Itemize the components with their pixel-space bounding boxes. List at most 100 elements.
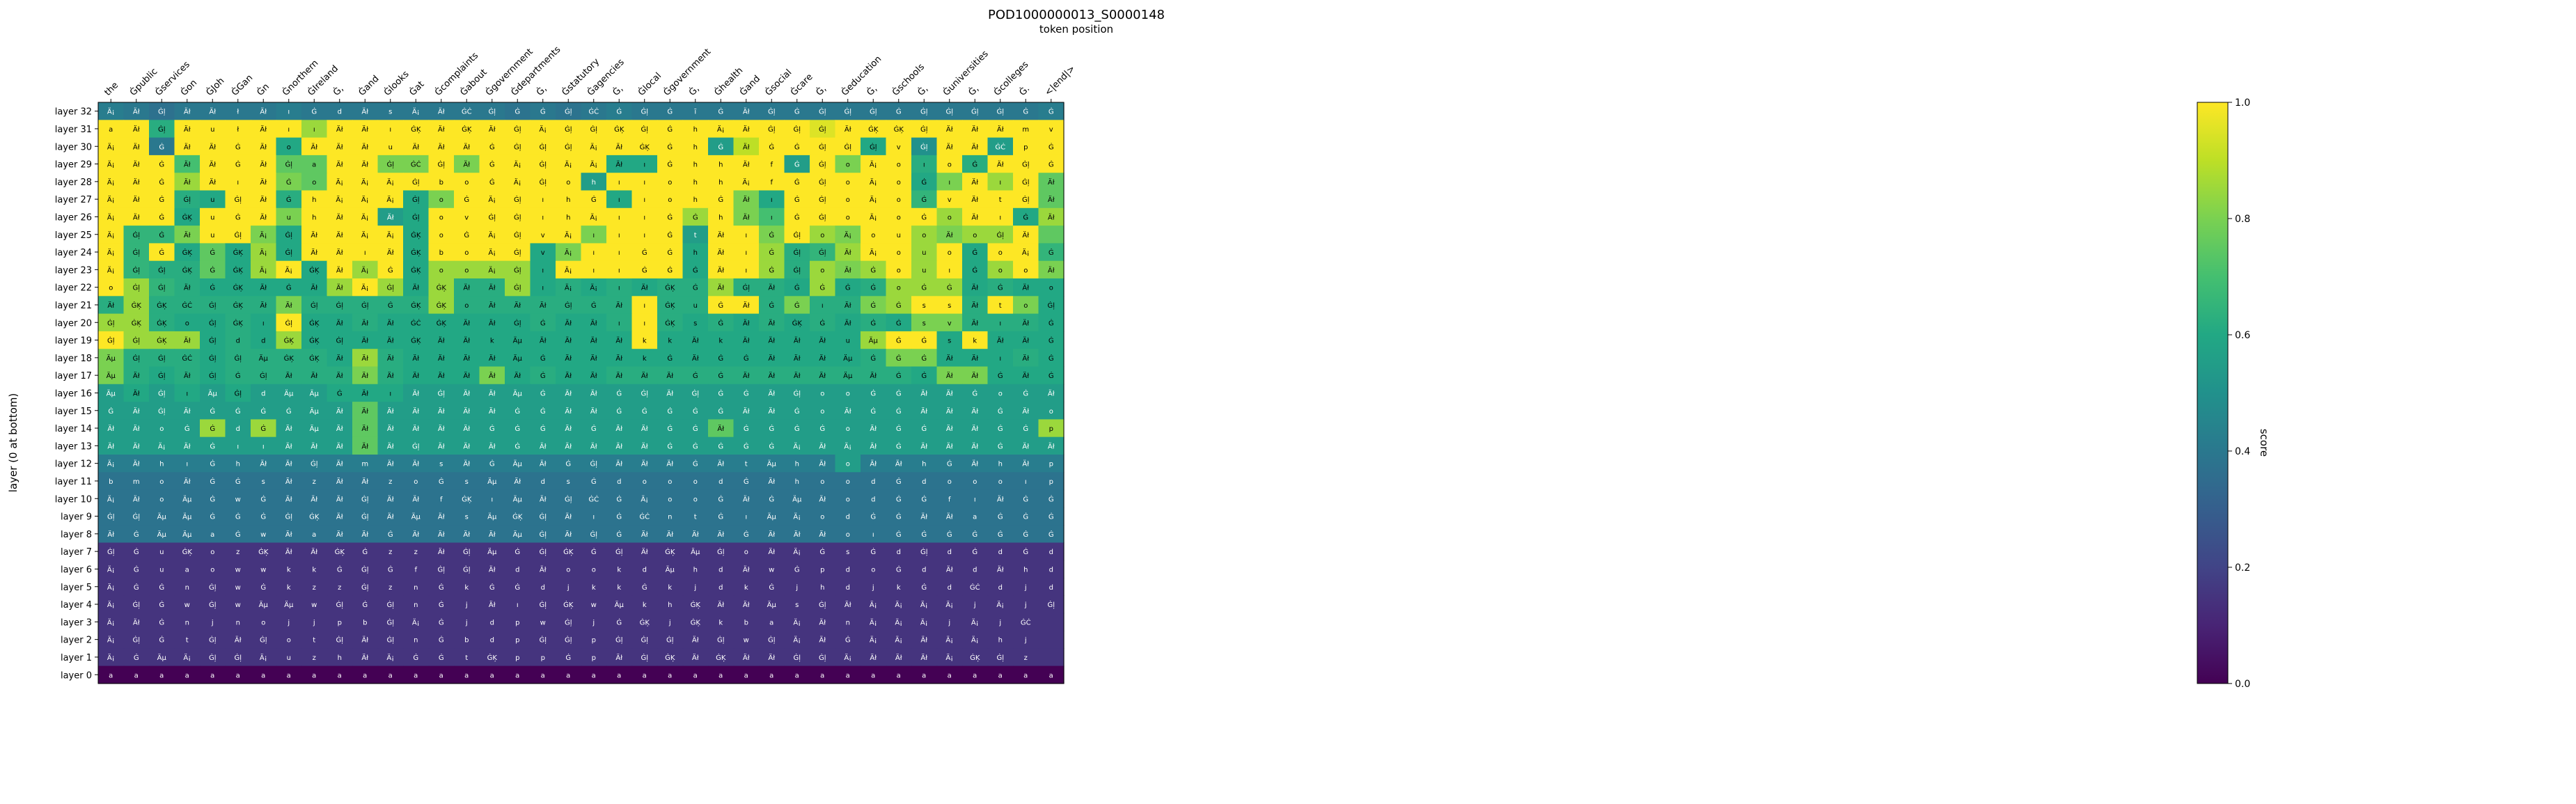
cell-token-label: b bbox=[439, 249, 443, 257]
cell-token-label: Ġ bbox=[591, 547, 597, 556]
heatmap-cell bbox=[428, 366, 455, 385]
cell-token-label: o bbox=[973, 232, 977, 239]
cell-token-label: Ä¡ bbox=[565, 265, 572, 274]
heatmap-cell bbox=[98, 155, 125, 173]
cell-token-label: Äµ bbox=[513, 336, 523, 345]
cell-token-label: Äł bbox=[133, 178, 140, 187]
cell-token-label: Ġļ bbox=[641, 653, 648, 662]
cell-token-label: t bbox=[694, 514, 697, 521]
heatmap-cell bbox=[556, 120, 582, 139]
heatmap-cell bbox=[403, 331, 430, 349]
cell-token-label: Ġļ bbox=[107, 547, 115, 556]
heatmap-cell bbox=[682, 102, 709, 120]
cell-token-label: Äł bbox=[184, 336, 191, 345]
heatmap-cell bbox=[581, 207, 607, 226]
heatmap-cell bbox=[657, 102, 684, 120]
heatmap-cell bbox=[530, 226, 556, 244]
cell-token-label: Äł bbox=[1022, 336, 1029, 345]
cell-token-label: Äł bbox=[692, 354, 699, 363]
cell-token-label: Ġļ bbox=[386, 600, 394, 609]
cell-token-label: a bbox=[439, 672, 443, 679]
cell-token-label: o bbox=[871, 232, 875, 239]
heatmap-cell bbox=[1038, 349, 1065, 368]
heatmap-cell bbox=[936, 243, 963, 262]
cell-token-label: Äł bbox=[489, 600, 496, 609]
cell-token-label: Ġļ bbox=[870, 142, 877, 151]
heatmap-cell bbox=[733, 296, 760, 315]
cell-token-label: d bbox=[490, 619, 494, 626]
cell-token-label: Ġ bbox=[210, 459, 215, 468]
heatmap-cell bbox=[1013, 207, 1039, 226]
heatmap-cell bbox=[327, 313, 353, 332]
cell-token-label: Äł bbox=[641, 371, 648, 380]
heatmap-cell bbox=[98, 366, 125, 385]
heatmap-cell bbox=[225, 137, 251, 156]
heatmap-cell bbox=[1013, 366, 1039, 385]
cell-token-label: ĠĶ bbox=[691, 600, 701, 609]
heatmap-cell bbox=[911, 155, 938, 173]
cell-token-label: ĠĶ bbox=[157, 336, 167, 345]
cell-token-label: Äł bbox=[311, 547, 317, 556]
cell-token-label: Äł bbox=[692, 530, 699, 539]
cell-token-label: Ġ bbox=[693, 283, 698, 292]
cell-token-label: Äł bbox=[260, 212, 267, 221]
heatmap-cell bbox=[1038, 207, 1065, 226]
cell-token-label: Äł bbox=[590, 336, 597, 345]
cell-token-label: o bbox=[820, 514, 824, 521]
heatmap-cell bbox=[733, 243, 760, 262]
cell-token-label: j bbox=[465, 601, 468, 609]
cell-token-label: Ġ bbox=[794, 142, 800, 151]
cell-token-label: Äł bbox=[336, 318, 343, 327]
cell-token-label: o bbox=[439, 214, 443, 221]
heatmap-cell bbox=[911, 313, 938, 332]
cell-token-label: Ġ bbox=[642, 248, 647, 257]
heatmap-cell bbox=[657, 296, 684, 315]
heatmap-cell bbox=[530, 278, 556, 297]
heatmap-cell bbox=[1013, 120, 1039, 139]
heatmap-cell bbox=[479, 120, 505, 139]
cell-token-label: Äł bbox=[743, 160, 750, 169]
cell-token-label: ĠĶ bbox=[691, 617, 701, 626]
cell-token-label: Ġ bbox=[616, 107, 622, 116]
cell-token-label: Äł bbox=[184, 441, 191, 450]
heatmap-cell bbox=[835, 226, 861, 244]
cell-token-label: Ä¡ bbox=[870, 248, 877, 257]
heatmap-cell bbox=[98, 260, 125, 279]
cell-token-label: h bbox=[566, 214, 570, 221]
heatmap-cell bbox=[251, 296, 277, 315]
cell-token-label: Äł bbox=[184, 142, 191, 151]
heatmap-cell bbox=[759, 313, 785, 332]
cell-token-label: Ġ bbox=[896, 477, 902, 486]
cell-token-label: ĠĊ bbox=[462, 107, 472, 116]
heatmap-cell bbox=[149, 207, 175, 226]
cell-token-label: o bbox=[846, 496, 850, 503]
cell-token-label: k bbox=[490, 338, 494, 345]
cell-token-label: Ġļ bbox=[158, 354, 166, 363]
cell-token-label: Äł bbox=[361, 530, 368, 539]
heatmap-cell bbox=[1038, 190, 1065, 209]
cell-token-label: Äł bbox=[311, 142, 317, 151]
heatmap-cell bbox=[505, 243, 531, 262]
cell-token-label: o bbox=[261, 619, 265, 626]
heatmap-cell bbox=[479, 349, 505, 368]
cell-token-label: Ġļ bbox=[361, 565, 369, 574]
heatmap-cell bbox=[759, 366, 785, 385]
cell-token-label: z bbox=[338, 584, 341, 592]
cell-token-label: Äł bbox=[260, 301, 267, 310]
heatmap-cell bbox=[886, 260, 912, 279]
heatmap-cell bbox=[428, 313, 455, 332]
y-tick-label: layer 21 bbox=[55, 301, 92, 311]
heatmap-cell bbox=[174, 313, 201, 332]
cell-token-label: Ġ bbox=[921, 354, 927, 363]
y-tick-label: layer 14 bbox=[55, 424, 92, 434]
heatmap-cell bbox=[810, 313, 836, 332]
heatmap-cell bbox=[149, 296, 175, 315]
cell-token-label: Ä¡ bbox=[336, 178, 343, 187]
cell-token-label: t bbox=[745, 461, 748, 468]
heatmap-cell bbox=[708, 331, 735, 349]
cell-token-label: Ġļ bbox=[768, 107, 776, 116]
cell-token-label: Ġ bbox=[439, 617, 444, 626]
heatmap-cell bbox=[174, 190, 201, 209]
heatmap-cell bbox=[606, 102, 633, 120]
heatmap-cell bbox=[962, 331, 989, 349]
